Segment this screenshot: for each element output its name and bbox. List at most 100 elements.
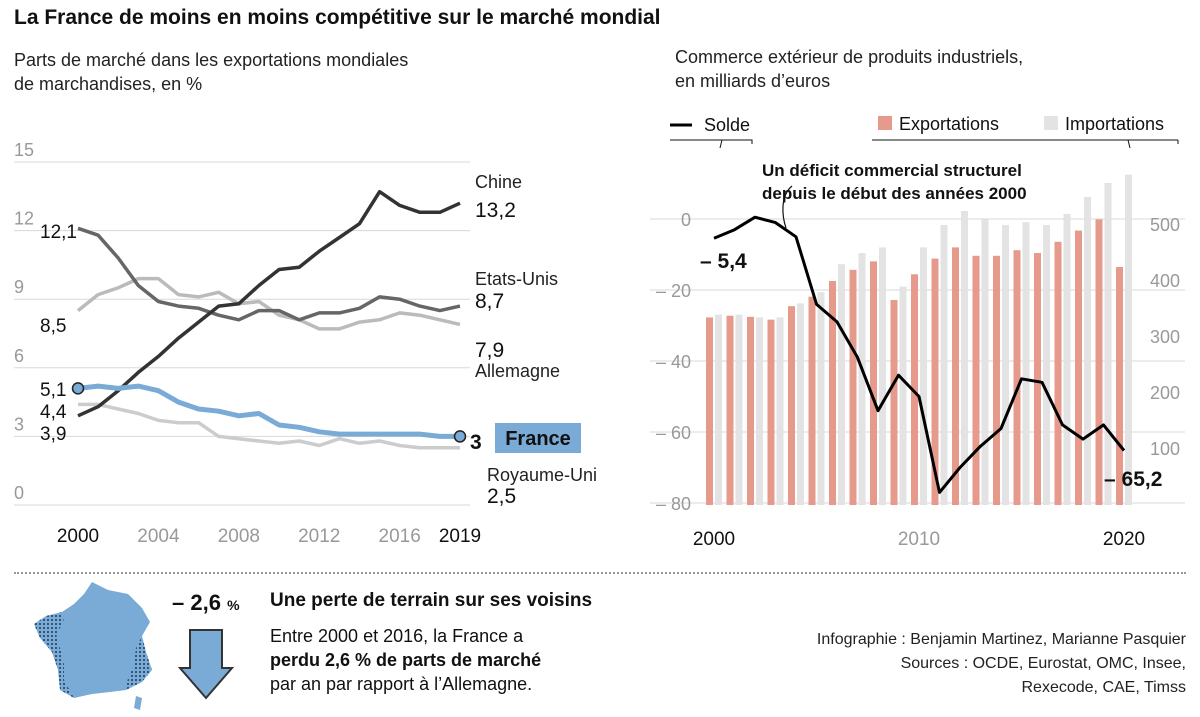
import-bar — [838, 264, 845, 505]
credits-line-2: Sources : OCDE, Eurostat, OMC, Insee, — [900, 655, 1186, 672]
body-line-1: Entre 2000 et 2016, la France a — [270, 626, 524, 646]
export-bar — [788, 306, 795, 505]
left-x-tick-label: 2008 — [218, 526, 260, 547]
start-label-allemagne: 8,5 — [40, 316, 66, 337]
left-y-tick-label: 6 — [14, 346, 24, 366]
right-chart-subtitle: Commerce extérieur de produits industrie… — [675, 45, 1023, 93]
import-bar — [1002, 225, 1009, 505]
import-bar — [981, 219, 989, 505]
left-subtitle-line-1: Parts de marché dans les exportations mo… — [14, 50, 409, 70]
left-subtitle-line-2: de marchandises, en % — [14, 74, 203, 94]
left-y-tick-label: 12 — [14, 209, 34, 229]
export-bar — [747, 316, 754, 505]
right-subtitle-line-1: Commerce extérieur de produits industrie… — [675, 47, 1024, 67]
page-title: La France de moins en moins compétitive … — [14, 6, 661, 29]
legend-bars-bracket — [872, 139, 1179, 149]
balance-end-label: – 65,2 — [1104, 468, 1162, 491]
export-bar — [1034, 253, 1041, 505]
end-label-allemagne: 7,9 — [475, 339, 504, 362]
france-end-point — [453, 430, 467, 443]
export-bar — [706, 317, 713, 505]
left-x-tick-label: 2019 — [439, 526, 481, 547]
import-bar — [1125, 174, 1132, 505]
right-x-tick-label: 2020 — [1103, 529, 1145, 550]
left-y-tick-label: 3 — [14, 414, 24, 434]
export-bar — [972, 255, 980, 505]
left-x-tick-label: 2012 — [298, 526, 340, 547]
left-y-tick-label: 9 — [14, 277, 24, 297]
left-x-tick-label: 2000 — [57, 526, 99, 547]
export-bar — [993, 255, 1000, 505]
decline-percentage: – 2,6 % — [172, 590, 240, 616]
right-y-left-tick-label: 0 — [681, 210, 691, 230]
body-line-2-bold: perdu 2,6 % de parts de marché — [270, 650, 542, 670]
left-chart-subtitle: Parts de marché dans les exportations mo… — [14, 48, 408, 96]
start-label-chine: 3,9 — [40, 424, 66, 445]
export-bar — [849, 269, 857, 505]
credits-line-3: Rexecode, CAE, Timss — [1021, 679, 1187, 696]
start-label-royaume-uni: 4,4 — [40, 402, 67, 423]
end-label-etats-unis: 8,7 — [475, 290, 504, 313]
import-bar — [1022, 222, 1030, 505]
balance-line — [713, 215, 1126, 494]
export-bar — [931, 258, 939, 505]
right-y-right-tick-label: 400 — [1150, 271, 1180, 291]
series-line-france — [77, 383, 460, 439]
section-divider — [14, 572, 1186, 574]
credits-line-1: Infographie : Benjamin Martinez, Mariann… — [816, 631, 1186, 648]
export-bar — [1075, 230, 1082, 505]
right-y-right-tick-label: 200 — [1150, 383, 1180, 403]
right-y-left-tick-label: – 40 — [656, 352, 691, 372]
decline-percentage-unit: % — [227, 597, 240, 613]
legend-imports-swatch — [1044, 116, 1058, 130]
export-bar — [911, 274, 918, 505]
export-bar — [829, 281, 836, 505]
export-bar — [1116, 267, 1123, 505]
end-label-royaume-uni: 2,5 — [487, 485, 516, 508]
left-y-tick-label: 0 — [14, 483, 24, 503]
section-heading: Une perte de terrain sur ses voisins — [270, 590, 593, 611]
right-y-left-tick-label: – 60 — [656, 423, 691, 443]
import-bar — [1104, 183, 1112, 505]
left-y-tick-label: 15 — [14, 140, 34, 160]
credits: Infographie : Benjamin Martinez, Mariann… — [817, 628, 1186, 700]
import-bar — [1043, 225, 1050, 505]
import-bar — [858, 253, 866, 505]
import-bar — [940, 225, 948, 505]
france-map-icon — [34, 582, 152, 710]
series-line-chine — [77, 189, 461, 418]
right-x-tick-label: 2010 — [898, 529, 940, 550]
start-label-etats-unis: 12,1 — [40, 222, 77, 243]
body-line-3: par an par rapport à l’Allemagne. — [270, 674, 533, 694]
series-name-royaume-uni: Royaume-Uni — [487, 465, 597, 485]
import-bar — [797, 303, 804, 505]
export-bar — [952, 247, 959, 505]
legend-imports-label: Importations — [1065, 114, 1164, 134]
balance-start-label: – 5,4 — [700, 250, 747, 273]
legend-exports-swatch — [878, 116, 892, 130]
series-name-allemagne: Allemagne — [475, 361, 560, 381]
legend-exports-label: Exportations — [899, 114, 999, 134]
export-bar — [726, 315, 734, 505]
annotation-line-2: depuis le début des années 2000 — [762, 184, 1027, 203]
left-x-tick-label: 2016 — [379, 526, 421, 547]
import-bar — [920, 247, 927, 505]
decline-percentage-value: – 2,6 — [172, 590, 221, 615]
export-bar — [808, 296, 816, 505]
right-y-left-tick-label: – 20 — [656, 281, 691, 301]
export-bar — [767, 319, 775, 505]
end-label-chine: 13,2 — [475, 199, 516, 222]
import-bar — [899, 286, 907, 505]
export-bar — [1054, 241, 1062, 506]
series-line-allemagne — [76, 276, 461, 331]
series-name-etats-unis: Etats-Unis — [475, 269, 558, 289]
body-line-2: perdu 2,6 % de parts de marché — [270, 648, 610, 672]
import-bar — [817, 292, 825, 505]
import-bar — [715, 314, 722, 505]
export-bar — [1095, 219, 1103, 505]
france-start-point — [71, 382, 85, 395]
start-label-france: 5,1 — [40, 380, 66, 401]
export-bar — [870, 261, 877, 505]
right-y-right-tick-label: 300 — [1150, 327, 1180, 347]
